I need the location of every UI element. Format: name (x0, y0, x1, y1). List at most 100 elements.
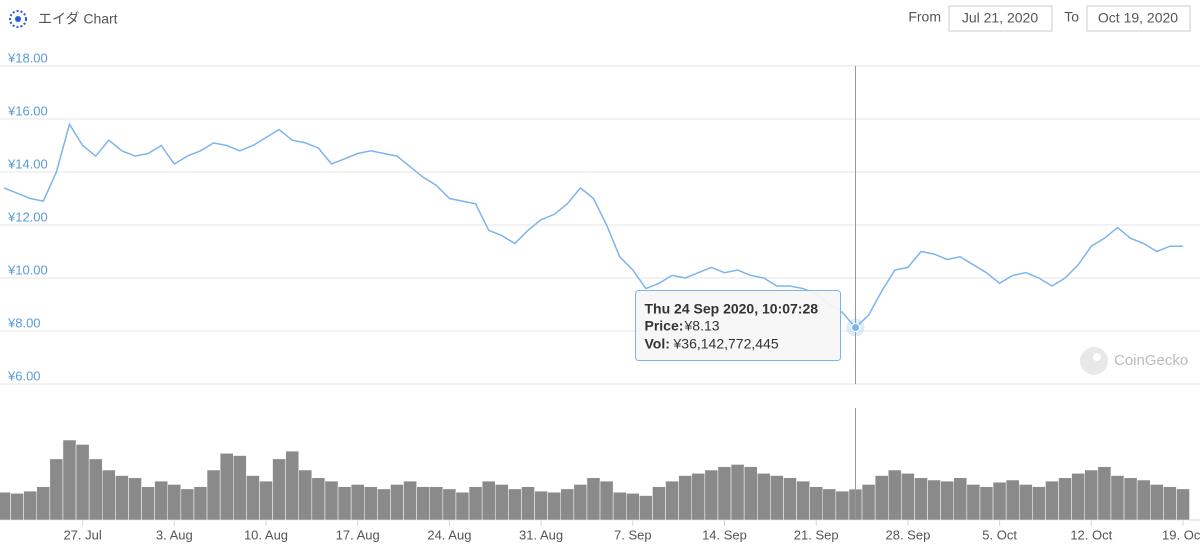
volume-bar (639, 495, 653, 521)
y-tick-label: ¥6.00 (7, 368, 41, 383)
volume-bar (88, 458, 103, 521)
volume-bar (861, 484, 876, 521)
volume-bar (154, 480, 168, 521)
volume-bar (49, 458, 64, 521)
volume-bar (717, 466, 732, 521)
volume-bar (534, 490, 548, 521)
volume-bar (416, 486, 430, 521)
volume-bar (1163, 486, 1177, 521)
y-tick-label: ¥10.00 (7, 262, 48, 277)
volume-bar (102, 469, 116, 521)
y-tick-label: ¥14.00 (7, 156, 48, 171)
volume-bar (350, 484, 365, 521)
from-input[interactable] (948, 5, 1053, 32)
volume-bar (992, 481, 1007, 521)
volume-bar (1005, 479, 1020, 521)
volume-bar (927, 479, 941, 521)
x-tick-label: 28. Sep (885, 527, 930, 542)
tooltip-vol-label: Vol: (645, 335, 670, 351)
volume-bar (128, 477, 142, 521)
volume-bar (508, 488, 522, 521)
y-tick-label: ¥18.00 (7, 50, 48, 65)
volume-bar (796, 480, 810, 521)
tooltip-price: ¥8.13 (684, 317, 720, 333)
volume-bar (390, 484, 404, 521)
x-tick-label: 5. Oct (982, 527, 1017, 542)
volume-bar (1084, 469, 1099, 521)
volume-bar (1019, 484, 1033, 521)
volume-bar (180, 488, 195, 521)
volume-bar (377, 488, 391, 521)
volume-bar (665, 480, 679, 521)
volume-bar (940, 480, 955, 521)
volume-bar (115, 475, 129, 521)
volume-bar (324, 480, 339, 521)
volume-bar (691, 473, 706, 521)
volume-bar (888, 469, 902, 521)
tooltip-price-label: Price: (645, 317, 684, 333)
volume-bar (62, 439, 77, 521)
volume-bar (259, 480, 273, 521)
volume-bar (364, 486, 378, 521)
volume-bar (1058, 477, 1072, 521)
volume-bar (953, 477, 968, 521)
volume-bar (311, 477, 326, 521)
volume-bar (547, 491, 562, 521)
volume-bar (285, 450, 299, 521)
volume-bar (246, 475, 260, 521)
volume-bar (455, 491, 470, 521)
chart-title: エイダ Chart (38, 11, 118, 27)
tooltip-vol: ¥36,142,772,445 (673, 335, 779, 351)
volume-bar (442, 488, 457, 521)
volume-bar (1150, 484, 1164, 521)
volume-bar (626, 493, 640, 521)
volume-bar (770, 475, 784, 521)
volume-bar (1071, 473, 1086, 521)
price-line (3, 122, 1183, 329)
volume-bar (678, 475, 693, 521)
volume-bar (901, 473, 915, 521)
volume-bar (1136, 479, 1151, 521)
from-date: Jul 21, 2020 (962, 10, 1038, 26)
volume-bar (1176, 488, 1190, 521)
volume-bar (783, 477, 797, 521)
volume-bar (403, 480, 417, 521)
volume-bar (966, 484, 981, 521)
volume-bar (612, 491, 627, 521)
volume-bar (429, 486, 444, 521)
volume-bar (704, 469, 719, 521)
volume-bar (233, 455, 247, 521)
volume-bar (757, 473, 771, 521)
volume-bar (36, 486, 51, 521)
x-tick-label: 17. Aug (336, 527, 380, 542)
x-tick-label: 7. Sep (614, 527, 652, 542)
volume-bar (337, 486, 352, 521)
volume-bar (298, 469, 313, 521)
y-tick-label: ¥16.00 (7, 103, 48, 118)
y-tick-label: ¥12.00 (7, 209, 48, 224)
volume-bar (1110, 475, 1125, 521)
volume-bar (468, 486, 483, 521)
volume-bar (521, 486, 535, 521)
volume-bar (743, 466, 758, 521)
x-tick-label: 3. Aug (156, 527, 193, 542)
to-label: To (1064, 9, 1079, 25)
volume-bar (874, 475, 889, 521)
watermark: CoinGecko (1080, 347, 1188, 375)
volume-bar (1123, 477, 1138, 521)
volume-bar (914, 477, 928, 521)
x-tick-label: 14. Sep (702, 527, 747, 542)
volume-bar (835, 490, 850, 521)
volume-bar (599, 480, 614, 521)
volume-bar (1097, 466, 1112, 521)
volume-bar (495, 484, 509, 521)
to-input[interactable] (1086, 5, 1191, 32)
volume-bar (730, 464, 745, 521)
to-date: Oct 19, 2020 (1098, 10, 1178, 26)
volume-bar (10, 493, 24, 521)
volume-bar (206, 469, 221, 521)
hover-point (851, 323, 860, 333)
volume-bar (822, 488, 837, 521)
x-tick-label: 21. Sep (794, 527, 839, 542)
